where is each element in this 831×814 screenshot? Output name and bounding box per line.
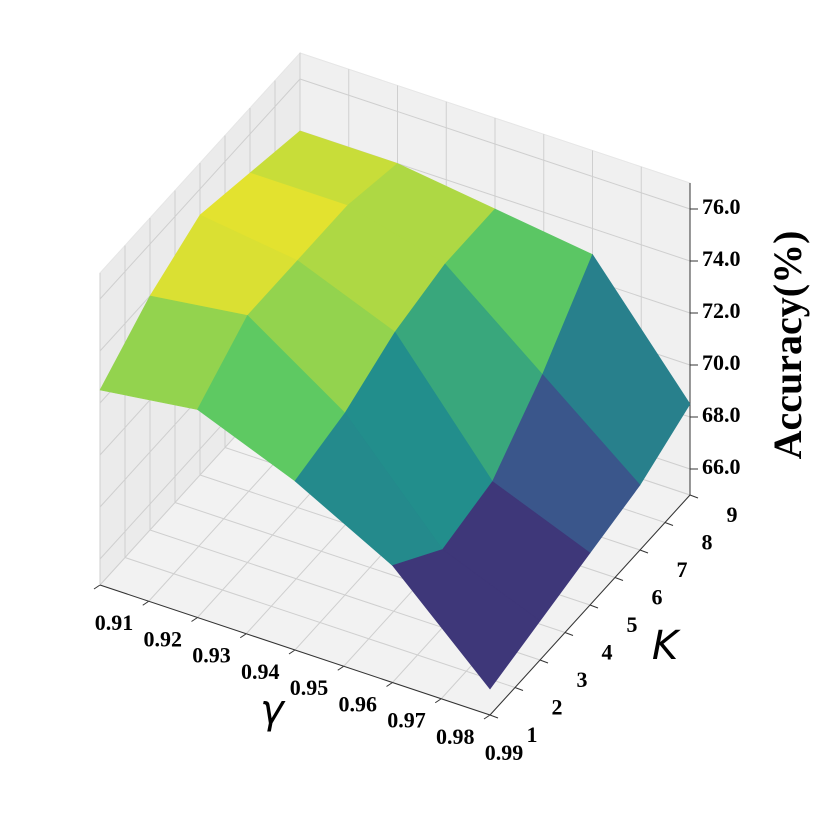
y-tick-mark [614,577,624,581]
z-tick-label: 66.0 [702,454,741,479]
x-tick-label: 0.92 [144,626,183,651]
y-tick-label: 7 [677,557,688,582]
x-tick-label: 0.97 [387,708,426,733]
y-tick-label: 3 [577,667,588,692]
x-tick-label: 0.93 [192,643,231,668]
axis-line [489,494,691,716]
x-tick-label: 0.98 [436,724,475,749]
y-axis-label: K [652,623,681,669]
x-tick-label: 0.94 [241,659,280,684]
y-tick-label: 5 [627,612,638,637]
y-tick-mark [539,659,549,664]
y-tick-label: 4 [602,640,613,665]
grid-line [124,557,516,688]
x-tick-mark [191,617,198,622]
z-tick-label: 74.0 [702,246,741,271]
y-tick-mark [489,714,499,719]
z-tick-label: 70.0 [702,350,741,375]
x-tick-mark [483,714,491,720]
y-tick-mark [514,687,524,691]
y-tick-label: 1 [527,722,538,747]
y-tick-mark [664,522,674,526]
y-tick-mark [639,549,649,554]
y-tick-label: 9 [727,502,738,527]
axis-line [99,584,491,716]
z-tick-label: 72.0 [702,298,741,323]
y-tick-label: 2 [552,695,563,720]
z-tick-label: 68.0 [702,402,741,427]
x-tick-label: 0.99 [485,740,524,765]
y-tick-label: 6 [652,585,663,610]
surface-patch [391,549,541,690]
z-tick-label: 76.0 [702,194,741,219]
y-tick-label: 8 [702,530,713,555]
x-tick-mark [288,649,296,655]
x-tick-mark [337,665,345,671]
x-tick-label: 0.96 [339,691,378,716]
x-tick-mark [386,682,393,687]
z-axis-label: Accuracy(%) [765,231,810,460]
x-axis-label: γ [260,687,286,733]
x-tick-mark [142,600,150,606]
grid-line [99,78,301,300]
y-tick-mark [564,632,574,636]
x-tick-label: 0.95 [290,675,329,700]
grid-line [299,78,691,210]
x-tick-label: 0.91 [95,610,134,635]
x-tick-mark [239,633,247,639]
x-tick-mark [434,698,442,704]
y-tick-mark [589,604,599,609]
x-tick-mark [93,584,101,590]
y-tick-mark [689,494,699,499]
